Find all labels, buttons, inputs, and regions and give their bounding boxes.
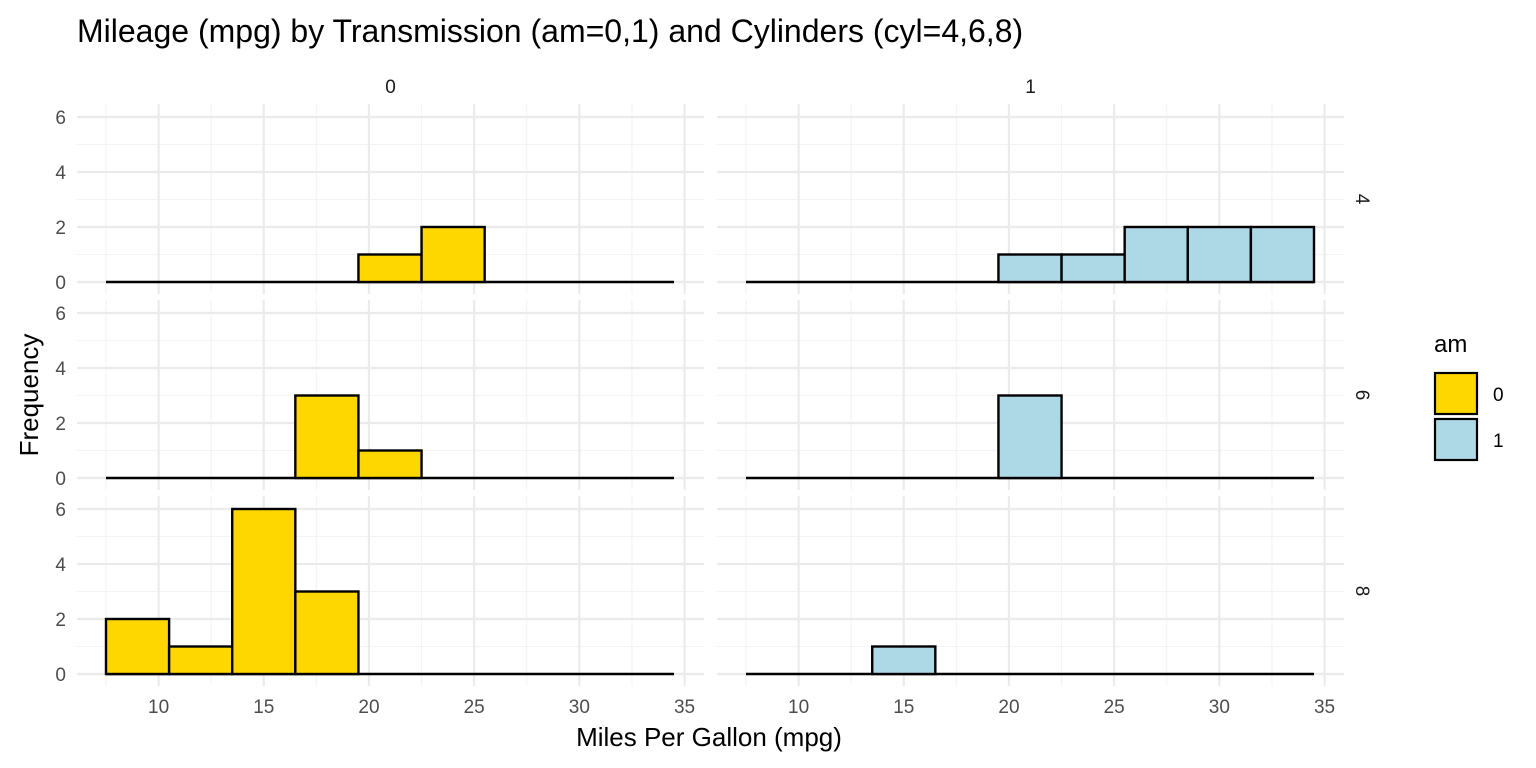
y-tick-label: 0	[55, 469, 66, 490]
histogram-bar	[357, 253, 423, 284]
y-tick-label: 0	[55, 273, 66, 294]
histogram-bar	[997, 394, 1063, 480]
x-tick-label: 30	[569, 697, 590, 718]
histogram-bar	[1249, 225, 1316, 284]
x-tick-label: 30	[1209, 697, 1230, 718]
histogram-bar	[420, 225, 486, 284]
histogram-bar	[357, 449, 423, 480]
histogram-bar	[871, 645, 937, 676]
x-tick-label: 10	[148, 697, 169, 718]
panel-am1-cyl8: 10 15 20 25 30 35 8	[717, 496, 1372, 718]
x-tick-label: 25	[464, 697, 485, 718]
column-strip-label: 0	[385, 77, 396, 98]
y-tick-label: 0	[55, 665, 66, 686]
histogram-bar	[294, 590, 360, 676]
y-tick-label: 6	[55, 108, 66, 129]
y-tick-label: 4	[55, 359, 66, 380]
x-tick-label: 20	[998, 697, 1019, 718]
panel-am0-cyl6: 0 2 4 6	[55, 300, 704, 490]
x-tick-label: 20	[358, 697, 379, 718]
histogram-bar	[104, 617, 171, 676]
panel-am0-cyl8: 0 2 4 6 10 15 20 25 30 35	[55, 496, 704, 718]
column-strip-label: 1	[1025, 77, 1036, 98]
histogram-bar	[1060, 253, 1126, 284]
histogram-bar	[231, 507, 297, 676]
histogram-bar	[294, 394, 360, 480]
x-tick-label: 10	[788, 697, 809, 718]
x-tick-label: 35	[1314, 697, 1335, 718]
histogram-bar	[1123, 225, 1189, 284]
chart-title: Mileage (mpg) by Transmission (am=0,1) a…	[77, 13, 1023, 49]
x-tick-label: 15	[893, 697, 914, 718]
row-strip-label: 6	[1351, 390, 1372, 401]
legend-key-1	[1433, 417, 1479, 462]
row-strip-label: 4	[1351, 194, 1372, 205]
y-tick-label: 4	[55, 555, 66, 576]
histogram-bar	[997, 253, 1063, 284]
legend-title: am	[1434, 331, 1467, 358]
panel-am0-cyl4: 0 2 4 6 0	[55, 77, 704, 294]
legend-label-0: 0	[1493, 385, 1504, 406]
y-tick-label: 2	[55, 610, 66, 631]
y-tick-label: 6	[55, 500, 66, 521]
legend: am 0 1	[1433, 331, 1504, 462]
row-strip-label: 8	[1351, 586, 1372, 597]
panel-am1-cyl6: 6	[717, 300, 1372, 490]
x-tick-label: 25	[1104, 697, 1125, 718]
x-tick-label: 35	[674, 697, 695, 718]
legend-key-0	[1433, 371, 1479, 416]
y-axis-title: Frequency	[14, 334, 44, 457]
legend-label-1: 1	[1493, 431, 1504, 452]
x-axis-title: Miles Per Gallon (mpg)	[576, 722, 842, 752]
panel-am1-cyl4: 14	[717, 77, 1372, 294]
y-tick-label: 2	[55, 218, 66, 239]
y-tick-label: 2	[55, 414, 66, 435]
histogram-bar	[167, 645, 234, 676]
y-tick-label: 4	[55, 163, 66, 184]
y-tick-label: 6	[55, 304, 66, 325]
histogram-bar	[1186, 225, 1253, 284]
x-tick-label: 15	[253, 697, 274, 718]
